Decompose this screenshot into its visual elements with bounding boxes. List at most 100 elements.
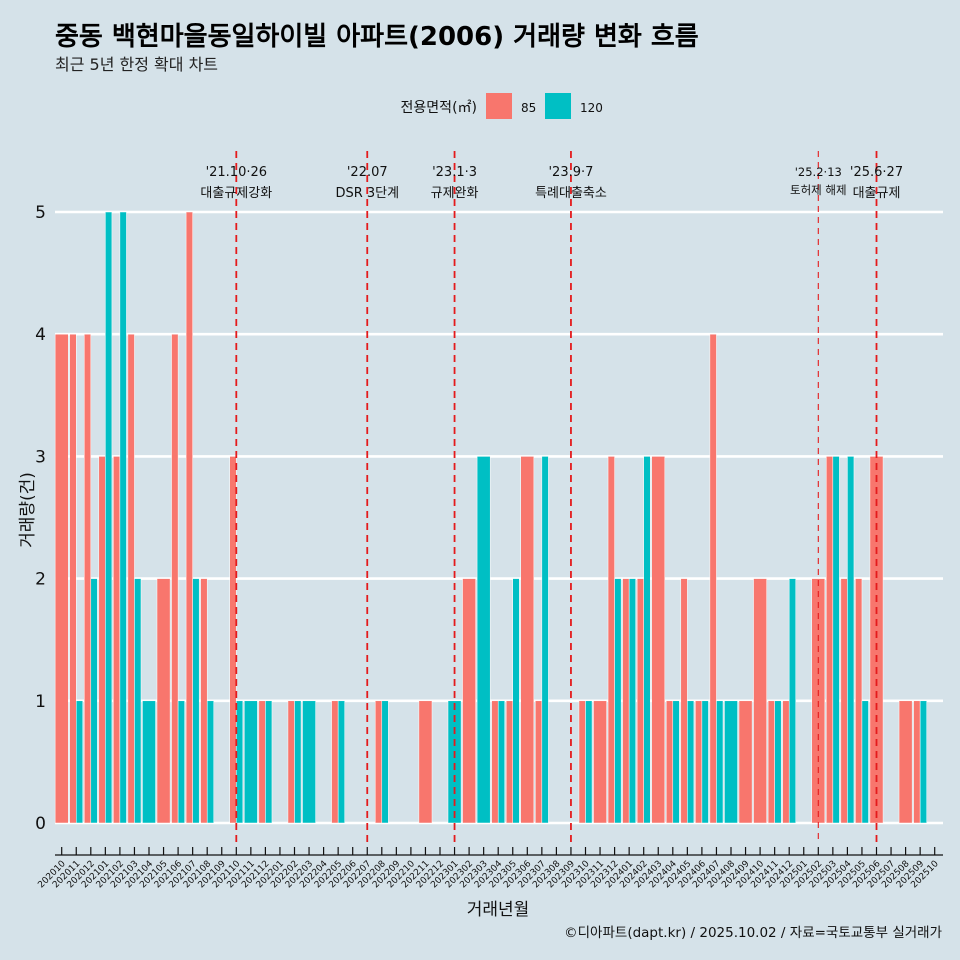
event-date-label: '23.1·3 xyxy=(432,165,477,180)
legend-key-120 xyxy=(545,93,571,119)
legend-title: 전용면적(㎡) xyxy=(401,100,477,116)
bar-120-202401 xyxy=(628,578,636,824)
bar-120-202504 xyxy=(847,456,855,824)
bar-85-202304 xyxy=(491,700,499,824)
bar-120-202405 xyxy=(687,700,695,824)
bar-120-202310 xyxy=(585,700,593,824)
bar-85-202103 xyxy=(127,333,135,824)
bars xyxy=(54,211,927,824)
y-tick-label: 3 xyxy=(35,447,46,467)
bar-120-202102 xyxy=(119,211,127,824)
bar-120-202503 xyxy=(832,456,840,824)
bar-85-202305 xyxy=(505,700,514,824)
bar-120-202411 xyxy=(774,700,782,824)
bar-85-202105 xyxy=(156,578,171,824)
event-date-label: '22.07 xyxy=(347,165,388,180)
bar-85-202407 xyxy=(709,333,717,824)
chart-subtitle: 최근 5년 한정 확대 차트 xyxy=(55,55,218,74)
y-tick-label: 0 xyxy=(35,814,46,834)
legend-label-85: 85 xyxy=(521,101,536,115)
bar-120-202108 xyxy=(206,700,214,824)
bar-85-202403 xyxy=(651,456,666,824)
bar-85-202306 xyxy=(520,456,535,824)
bar-85-202312 xyxy=(607,456,615,824)
event-date-label: '25.6·27 xyxy=(850,165,903,180)
bar-120-202012 xyxy=(90,578,98,824)
bar-120-202112 xyxy=(265,700,273,824)
bar-120-202106 xyxy=(177,700,185,824)
bar-85-202509 xyxy=(913,700,921,824)
bar-85-202404 xyxy=(666,700,674,824)
bar-85-202402 xyxy=(636,578,644,824)
bar-85-202108 xyxy=(200,578,208,824)
event-annotations: '21.10·26 대출규제강화 '22.07 DSR 3단계 '23.1·3 규제완화 '… xyxy=(200,151,903,842)
bar-85-202412 xyxy=(782,700,790,824)
chart-title: 중동 백현마을동일하이빌 아파트(2006) 거래량 변화 흐름 xyxy=(55,22,699,52)
event-date-label: '21.10·26 xyxy=(206,165,267,180)
bar-120-202104 xyxy=(142,700,156,824)
y-tick-label: 4 xyxy=(35,325,46,345)
bar-85-202504 xyxy=(840,578,848,824)
bar-85-202202 xyxy=(287,700,295,824)
bar-120-202011 xyxy=(76,700,84,824)
bar-120-202412 xyxy=(788,578,796,824)
bar-85-202302 xyxy=(462,578,476,824)
bar-85-202409 xyxy=(738,700,753,824)
bar-120-202203 xyxy=(302,700,316,824)
bar-85-202311 xyxy=(593,700,607,824)
bar-120-202304 xyxy=(497,700,505,824)
legend-key-85 xyxy=(486,93,512,119)
legend: 전용면적(㎡) 85 120 xyxy=(401,93,603,119)
y-axis-ticks: 0 1 2 3 4 5 xyxy=(35,203,46,834)
bar-85-202310 xyxy=(578,700,586,824)
bar-120-202404 xyxy=(672,700,680,824)
y-tick-label: 5 xyxy=(35,203,46,223)
bar-120-202202 xyxy=(294,700,302,824)
bar-85-202110 xyxy=(229,456,237,824)
y-axis-title: 거래량(건) xyxy=(18,472,38,548)
bar-120-202107 xyxy=(192,578,200,824)
bar-120-202110 xyxy=(236,700,244,824)
bar-120-202305 xyxy=(512,578,520,824)
bar-120-202103 xyxy=(134,578,142,824)
event-description-label: 대출규제강화 xyxy=(200,186,272,201)
bar-85-202205 xyxy=(331,700,339,824)
x-axis-title: 거래년월 xyxy=(467,900,530,920)
bar-85-202401 xyxy=(622,578,630,824)
bar-120-202111 xyxy=(244,700,258,824)
bar-85-202010 xyxy=(54,333,69,824)
event-description-label: 토허제 해제 xyxy=(790,183,847,197)
bar-120-202101 xyxy=(105,211,113,824)
bar-120-202205 xyxy=(337,700,345,824)
bar-85-202405 xyxy=(680,578,688,824)
x-axis: 2020102020112020122021012021022021032021… xyxy=(36,847,943,890)
event-description-label: 대출규제 xyxy=(853,186,901,201)
bar-120-202307 xyxy=(541,456,549,824)
bar-85-202012 xyxy=(84,333,92,824)
event-description-label: DSR 3단계 xyxy=(335,186,399,201)
bar-85-202503 xyxy=(826,456,834,824)
bar-120-202408 xyxy=(724,700,738,824)
bar-85-202508 xyxy=(898,700,913,824)
bar-85-202102 xyxy=(113,456,121,824)
event-description-label: 규제완화 xyxy=(431,186,479,201)
bar-120-202208 xyxy=(381,700,389,824)
bar-85-202410 xyxy=(753,578,767,824)
bar-85-202307 xyxy=(535,700,543,824)
legend-label-120: 120 xyxy=(580,101,603,115)
bar-85-202406 xyxy=(695,700,703,824)
bar-120-202303 xyxy=(476,456,491,824)
bar-85-202505 xyxy=(855,578,863,824)
bar-85-202107 xyxy=(185,211,193,824)
event-description-label: 특례대출축소 xyxy=(535,186,607,201)
bar-120-202505 xyxy=(861,700,869,824)
bar-85-202411 xyxy=(767,700,775,824)
bar-85-202106 xyxy=(171,333,179,824)
caption: ©디아파트(dapt.kr) / 2025.10.02 / 자료=국토교통부 실… xyxy=(564,925,942,941)
bar-85-202208 xyxy=(375,700,383,824)
bar-85-202011 xyxy=(69,333,77,824)
bar-85-202211 xyxy=(418,700,433,824)
y-tick-label: 1 xyxy=(35,692,46,712)
bar-85-202112 xyxy=(258,700,266,824)
